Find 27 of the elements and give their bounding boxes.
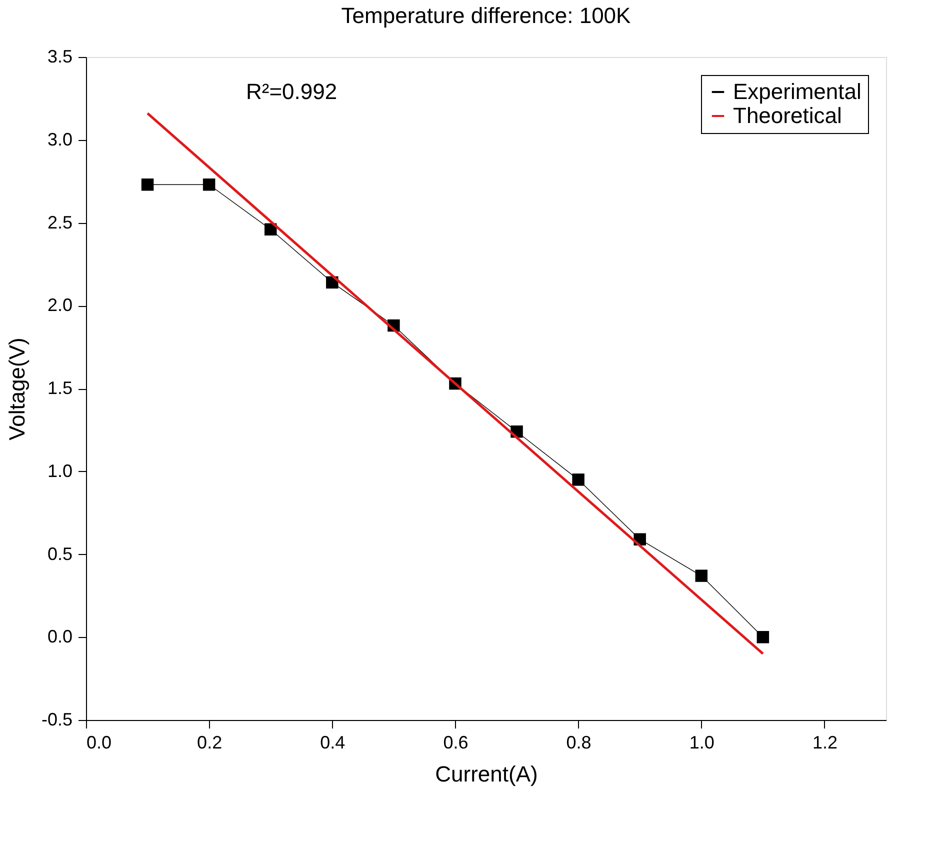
point [202, 178, 216, 191]
x-tick-label: 0.2 [197, 732, 222, 752]
x-tick-label: 0.8 [566, 732, 592, 752]
point [695, 570, 708, 582]
y-tick-label: 2.0 [47, 295, 72, 316]
x-tick-label: 0.4 [320, 732, 346, 752]
x-tick-label: 1.2 [812, 732, 838, 752]
legend-label: Theoretical [733, 103, 842, 128]
y-tick-label: 1.0 [47, 460, 72, 481]
annotation: R²=0.992 [246, 79, 338, 104]
chart-title: Temperature difference: 100K [341, 3, 632, 28]
legend-label: Experimental [733, 79, 862, 104]
x-tick-label: 0.6 [443, 732, 468, 752]
y-tick-label: 2.5 [47, 212, 72, 232]
y-tick-label: 1.5 [47, 378, 72, 398]
point [141, 178, 154, 191]
y-tick-label: -0.5 [41, 710, 72, 730]
x-tick-label: 0.0 [86, 732, 112, 752]
y-tick-label: 0.0 [47, 626, 72, 647]
x-axis-title: Current(A) [435, 762, 538, 786]
y-tick-label: 3.5 [47, 46, 72, 66]
y-tick-label: 0.5 [47, 544, 72, 564]
point [572, 474, 584, 486]
y-tick-label: 3.0 [47, 129, 72, 150]
x-tick-label: 1.0 [689, 732, 714, 752]
point [756, 631, 770, 644]
y-axis-title: Voltage(V) [4, 338, 30, 440]
